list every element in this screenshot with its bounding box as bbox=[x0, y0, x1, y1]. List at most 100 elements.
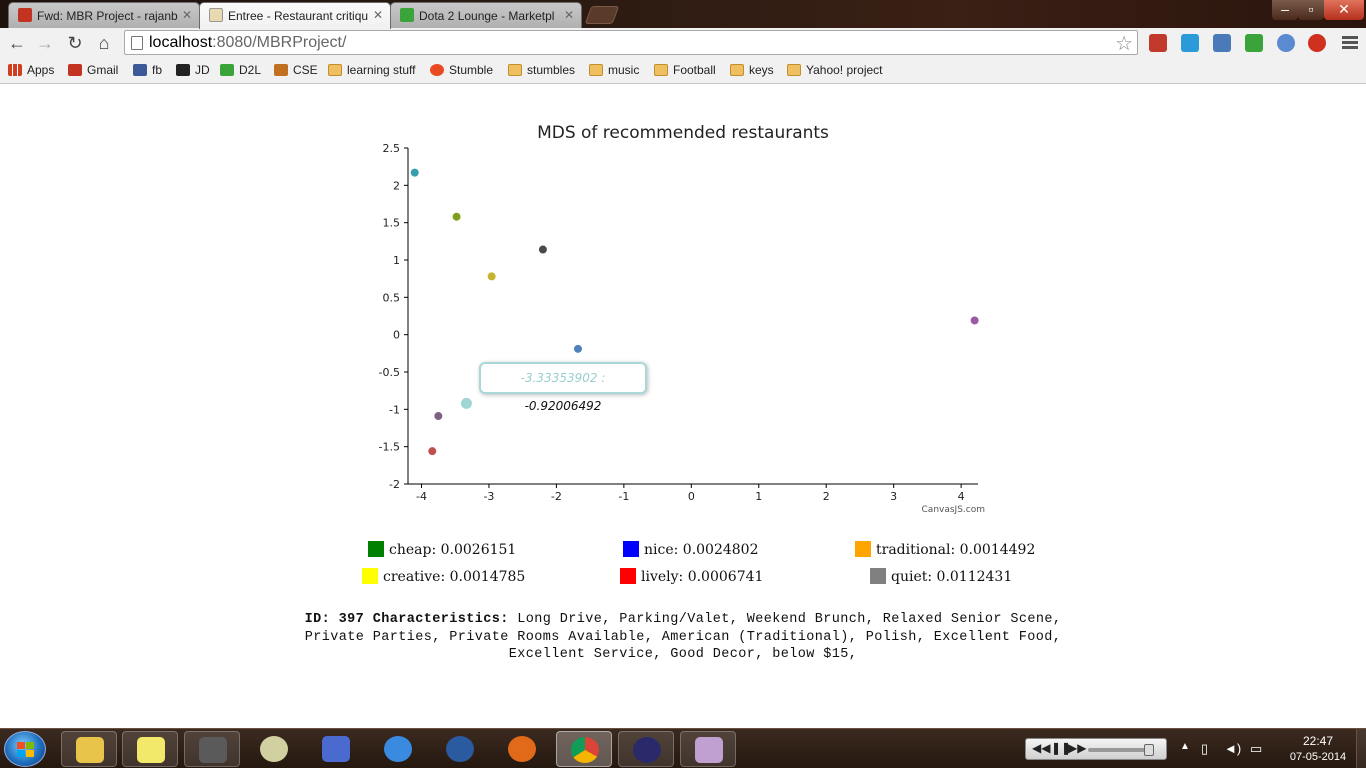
data-point[interactable] bbox=[487, 272, 496, 281]
bookmark-stumble[interactable]: Stumble bbox=[430, 62, 493, 80]
close-icon[interactable]: ✕ bbox=[563, 8, 574, 22]
stumbleupon-icon bbox=[430, 64, 444, 76]
id-value: 397 bbox=[338, 612, 365, 627]
taskbar-explorer[interactable] bbox=[61, 731, 117, 767]
taskbar-globe[interactable] bbox=[432, 731, 488, 767]
bookmark-gmail[interactable]: Gmail bbox=[68, 62, 118, 80]
folder-icon bbox=[787, 64, 801, 76]
tooltip-y-value: -0.92006492 bbox=[524, 399, 602, 413]
tab-strip: Fwd: MBR Project - rajanb ✕ Entree - Res… bbox=[0, 0, 1366, 29]
tab-dota-lounge[interactable]: Dota 2 Lounge - Marketpl ✕ bbox=[390, 2, 582, 28]
bookmark-star-icon[interactable]: ☆ bbox=[1115, 33, 1133, 55]
explorer-icon bbox=[76, 737, 104, 763]
new-tab-button[interactable] bbox=[584, 6, 620, 24]
facebook-icon bbox=[133, 64, 147, 76]
taskbar-chrome[interactable] bbox=[556, 731, 612, 767]
sticky-notes-icon bbox=[137, 737, 165, 763]
legend-swatch bbox=[620, 568, 636, 584]
data-point[interactable] bbox=[452, 212, 461, 221]
y-tick-label: -0.5 bbox=[379, 366, 400, 379]
legend-traditional: traditional: 0.0014492 bbox=[855, 541, 1035, 559]
maximize-button[interactable]: ▫ bbox=[1298, 0, 1324, 20]
close-window-button[interactable]: ✕ bbox=[1324, 0, 1364, 20]
bookmark-keys[interactable]: keys bbox=[730, 62, 774, 80]
address-bar[interactable]: localhost:8080/MBRProject/ ☆ bbox=[124, 30, 1138, 55]
bookmark-apps[interactable]: Apps bbox=[8, 62, 54, 80]
close-icon[interactable]: ✕ bbox=[181, 8, 192, 22]
bookmark-yahoo-project[interactable]: Yahoo! project bbox=[787, 62, 883, 80]
bookmark-jd[interactable]: JD bbox=[176, 62, 210, 80]
data-point[interactable] bbox=[410, 168, 419, 177]
jd-icon bbox=[176, 64, 190, 76]
bookmark-music[interactable]: music bbox=[589, 62, 639, 80]
previous-track-icon[interactable]: ◀◀ bbox=[1032, 741, 1051, 755]
pause-icon[interactable]: ❚❚ bbox=[1051, 741, 1072, 755]
taskbar-pidgin[interactable] bbox=[246, 731, 302, 767]
taskbar-network[interactable] bbox=[308, 731, 364, 767]
tooltip-x-value: -3.33353902 : bbox=[520, 371, 606, 385]
data-point[interactable] bbox=[460, 397, 472, 409]
taskbar-paint[interactable] bbox=[680, 731, 736, 767]
volume-icon[interactable]: ◄) bbox=[1224, 741, 1242, 756]
data-point[interactable] bbox=[970, 316, 979, 325]
data-point[interactable] bbox=[434, 412, 443, 421]
folder-icon bbox=[508, 64, 522, 76]
cse-icon bbox=[274, 64, 288, 76]
extension-check-icon[interactable] bbox=[1181, 34, 1199, 52]
y-tick-label: 2 bbox=[393, 179, 400, 192]
home-icon[interactable]: ⌂ bbox=[98, 33, 110, 53]
pidgin-icon bbox=[260, 736, 288, 762]
forward-icon[interactable]: → bbox=[36, 33, 54, 53]
y-tick-label: -1 bbox=[389, 403, 400, 416]
bookmark-d2l[interactable]: D2L bbox=[220, 62, 261, 80]
bookmark-fb[interactable]: fb bbox=[133, 62, 162, 80]
legend-nice: nice: 0.0024802 bbox=[623, 541, 759, 559]
chart-title: MDS of recommended restaurants bbox=[537, 123, 829, 143]
menu-icon[interactable] bbox=[1342, 36, 1358, 51]
show-desktop-button[interactable] bbox=[1356, 729, 1366, 768]
volume-track[interactable] bbox=[1088, 748, 1146, 752]
reload-icon[interactable]: ↻ bbox=[67, 33, 83, 53]
y-tick-label: -1.5 bbox=[379, 441, 400, 454]
start-button[interactable] bbox=[4, 731, 46, 767]
y-axis: 2.5 2 1.5 1 0.5 0 -0.5 -1 -1.5 -2 bbox=[379, 142, 409, 491]
taskbar-itunes[interactable] bbox=[370, 731, 426, 767]
tab-entree[interactable]: Entree - Restaurant critiqu ✕ bbox=[199, 2, 391, 29]
usb-device-icon[interactable]: ▯ bbox=[1201, 741, 1209, 756]
url-text: localhost:8080/MBRProject/ bbox=[149, 34, 347, 51]
volume-slider[interactable] bbox=[1144, 744, 1154, 756]
back-icon[interactable]: ← bbox=[8, 33, 26, 53]
chart-tooltip: -3.33353902 : -0.92006492 bbox=[479, 362, 647, 413]
id-label: ID: bbox=[304, 612, 331, 627]
extension-cloud-icon[interactable] bbox=[1277, 34, 1295, 52]
data-point[interactable] bbox=[428, 447, 437, 456]
taskbar-firefox[interactable] bbox=[494, 731, 550, 767]
bookmarks-bar: Apps Gmail fb JD D2L CSE learning stuff … bbox=[0, 58, 1366, 84]
clock-date[interactable]: 07-05-2014 bbox=[1289, 751, 1347, 763]
tray-expand-icon[interactable]: ▲ bbox=[1180, 741, 1190, 752]
data-point[interactable] bbox=[538, 245, 547, 254]
network-tray-icon[interactable]: ▭ bbox=[1250, 741, 1263, 756]
taskbar-sticky-notes[interactable] bbox=[122, 731, 178, 767]
data-point[interactable] bbox=[573, 344, 582, 353]
bookmark-cse[interactable]: CSE bbox=[274, 62, 318, 80]
close-icon[interactable]: ✕ bbox=[372, 8, 383, 22]
itunes-icon bbox=[384, 736, 412, 762]
clock-time[interactable]: 22:47 bbox=[1302, 734, 1334, 748]
adblock-plus-icon[interactable] bbox=[1308, 34, 1326, 52]
y-tick-label: -2 bbox=[389, 478, 400, 491]
bookmark-learning-stuff[interactable]: learning stuff bbox=[328, 62, 416, 80]
extension-window-icon[interactable] bbox=[1213, 34, 1231, 52]
taskbar-sublime[interactable] bbox=[184, 731, 240, 767]
next-track-icon[interactable]: ▶▶ bbox=[1068, 741, 1087, 755]
x-tick-label: -2 bbox=[551, 490, 562, 503]
bookmark-stumbles[interactable]: stumbles bbox=[508, 62, 575, 80]
folder-icon bbox=[654, 64, 668, 76]
taskbar-eclipse[interactable] bbox=[618, 731, 674, 767]
tab-gmail[interactable]: Fwd: MBR Project - rajanb ✕ bbox=[8, 2, 200, 28]
canvasjs-credit[interactable]: CanvasJS.com bbox=[922, 505, 985, 515]
extension-arrow-icon[interactable] bbox=[1245, 34, 1263, 52]
bookmark-football[interactable]: Football bbox=[654, 62, 716, 80]
minimize-button[interactable]: – bbox=[1272, 0, 1298, 20]
extension-book-icon[interactable] bbox=[1149, 34, 1167, 52]
